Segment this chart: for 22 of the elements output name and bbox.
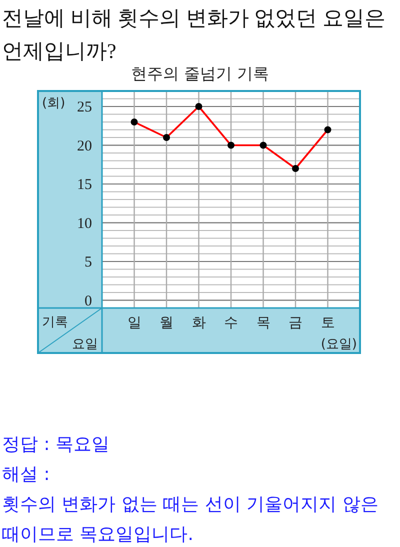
y-tick-label: 5 [84, 254, 92, 270]
x-tick-label: 일 [127, 315, 142, 331]
y-tick-label: 25 [77, 100, 92, 116]
x-tick-label: 수 [224, 315, 238, 331]
text: 기록 [42, 315, 68, 330]
y-tick-label: 15 [77, 177, 92, 193]
text: 정답 : 목요일 [2, 433, 111, 457]
text: 해설 : [2, 463, 51, 487]
x-tick-label: 화 [192, 315, 206, 331]
y-tick-label: 20 [77, 138, 92, 154]
y-tick-label: 10 [77, 216, 92, 232]
text: 횟수의 변화가 없는 때는 선이 기울어지지 않은 때이므로 목요일입니다. [2, 493, 380, 547]
x-tick-label: 금 [288, 315, 302, 331]
y-axis-title: (회) [42, 96, 66, 111]
chart-title: 현주의 줄넘기 기록 [130, 64, 270, 83]
text: 전날에 비해 횟수의 변화가 없었던 요일은 언제입니까? [2, 6, 386, 63]
x-tick-label: 월 [160, 315, 174, 331]
text: 요일 [72, 337, 98, 352]
y-tick-label: 0 [84, 293, 92, 310]
x-axis-title: (요일) [320, 337, 357, 352]
x-tick-label: 토 [320, 315, 335, 331]
x-tick-label: 목 [256, 315, 270, 331]
